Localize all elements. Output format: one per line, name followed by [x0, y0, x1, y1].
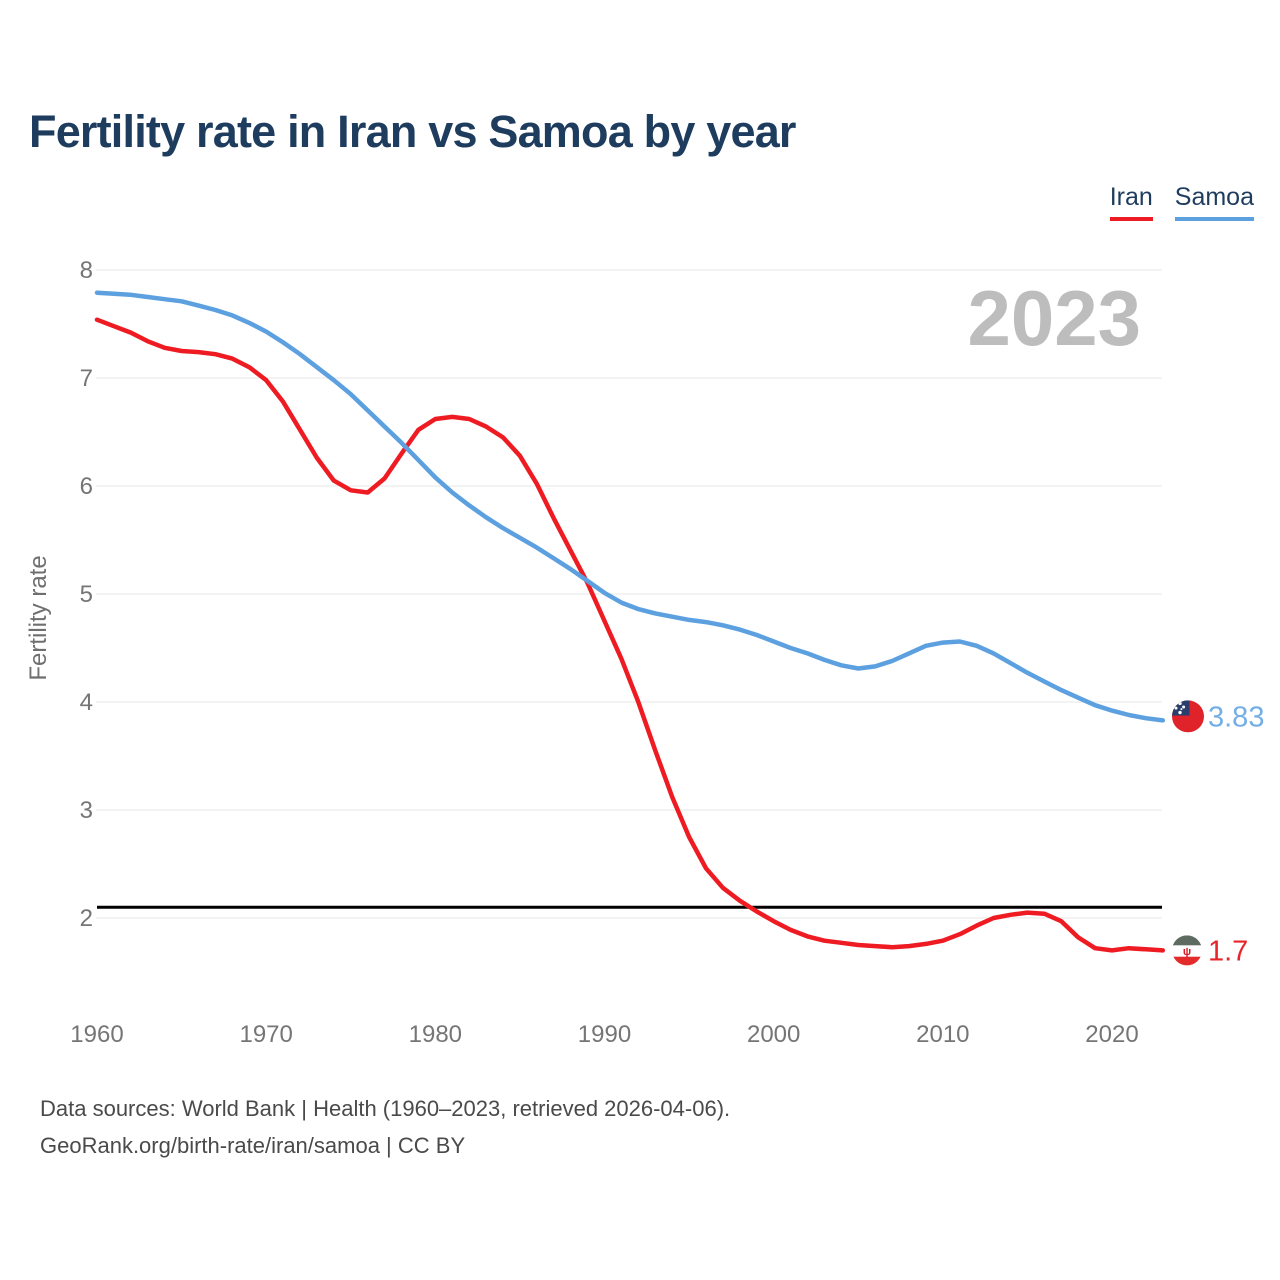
watermark-year: 2023: [967, 274, 1141, 362]
x-tick-label: 1980: [409, 1021, 462, 1048]
y-tick-label: 8: [80, 257, 93, 284]
x-tick-label: 1970: [239, 1021, 292, 1048]
series-line-samoa: [94, 290, 1166, 723]
iran-flag-icon: ψ: [1172, 935, 1202, 966]
y-tick-label: 4: [80, 689, 93, 716]
x-tick-label: 2000: [747, 1021, 800, 1048]
footer-sources: Data sources: World Bank | Health (1960–…: [40, 1096, 731, 1121]
x-tick-label: 1960: [70, 1021, 123, 1048]
y-tick-label: 7: [80, 365, 93, 392]
x-tick-label: 2020: [1085, 1021, 1138, 1048]
y-tick-label: 3: [80, 797, 93, 824]
legend-label-iran: Iran: [1109, 183, 1153, 211]
y-tick-label: 2: [80, 905, 93, 932]
footer-attribution: GeoRank.org/birth-rate/iran/samoa | CC B…: [40, 1133, 466, 1158]
end-value-samoa: 3.83: [1208, 701, 1264, 733]
legend: Iran Samoa: [1109, 183, 1254, 221]
footer: Data sources: World Bank | Health (1960–…: [40, 1090, 730, 1164]
y-tick-label: 6: [80, 473, 93, 500]
y-axis-title: Fertility rate: [25, 555, 52, 680]
x-tick-label: 2010: [916, 1021, 969, 1048]
legend-item-iran[interactable]: Iran: [1109, 183, 1153, 221]
page-title: Fertility rate in Iran vs Samoa by year: [29, 106, 796, 157]
series-line-iran: [94, 317, 1166, 953]
samoa-flag-icon: [1172, 700, 1204, 733]
legend-item-samoa[interactable]: Samoa: [1174, 183, 1254, 221]
x-tick-label: 1990: [578, 1021, 631, 1048]
legend-label-samoa: Samoa: [1174, 183, 1254, 211]
y-tick-label: 5: [80, 581, 93, 608]
svg-text:ψ: ψ: [1183, 946, 1191, 958]
end-value-iran: 1.7: [1208, 935, 1248, 967]
